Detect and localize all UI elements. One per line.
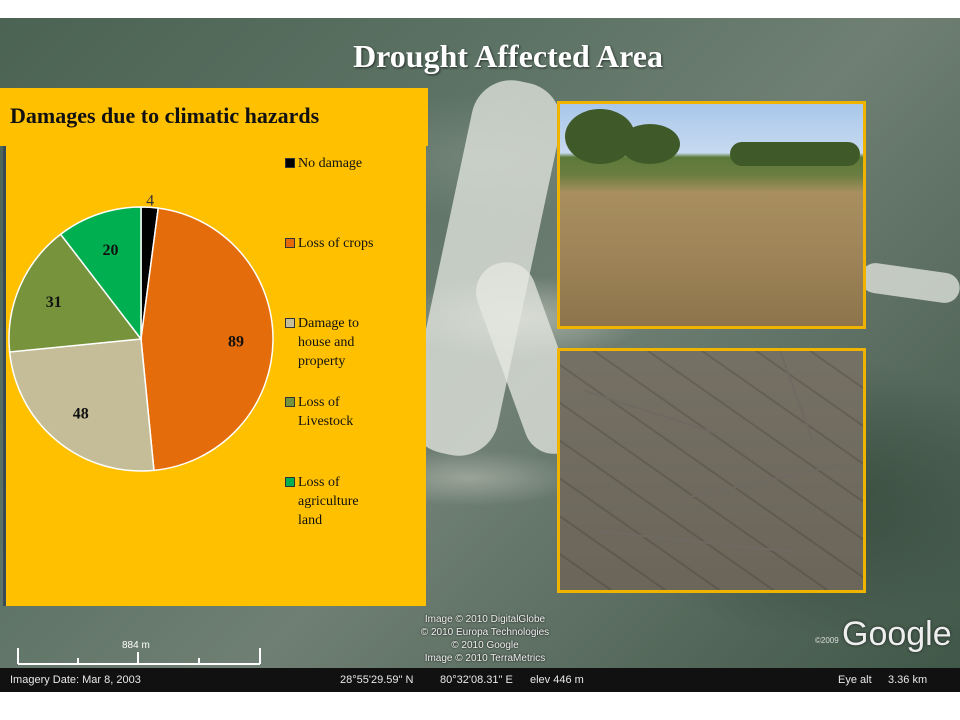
dry-field-photo xyxy=(557,101,866,329)
credit-line: © 2010 Europa Technologies xyxy=(420,627,550,638)
scale-label: 884 m xyxy=(122,640,150,651)
legend-label: Livestock xyxy=(298,414,354,429)
bottom-border xyxy=(0,692,960,720)
legend-swatch xyxy=(285,238,295,248)
chart-title: Damages due to climatic hazards xyxy=(10,103,320,128)
legend-swatch xyxy=(285,477,295,487)
credit-line: © 2010 Google xyxy=(451,640,519,651)
legend-label: land xyxy=(298,513,323,528)
pie-data-label: 89 xyxy=(228,334,244,351)
pie-data-label: 48 xyxy=(73,405,89,422)
legend-item: Loss of Livestock xyxy=(285,393,354,431)
top-border xyxy=(0,0,960,18)
slide-title: Drought Affected Area xyxy=(353,38,663,74)
legend-item: Damage to house and property xyxy=(285,314,360,371)
legend-label: Loss of xyxy=(298,395,340,410)
pie-slice-loss-of-livestock xyxy=(8,233,143,353)
pie-data-label: 4 xyxy=(146,192,154,209)
legend-label: Loss of crops xyxy=(298,236,374,251)
pie-slice-damage-to-house-and-property xyxy=(8,338,155,472)
legend-label: Damage to xyxy=(298,316,360,331)
scale-bar xyxy=(17,648,261,665)
eye-alt-label: Eye alt xyxy=(838,674,872,686)
pie-slice-loss-of-agriculture-land xyxy=(59,206,142,342)
eye-alt-value: 3.36 km xyxy=(888,674,928,686)
elevation-readout: elev 446 m xyxy=(530,674,584,686)
copyright-year: ©2009 xyxy=(815,636,839,645)
credit-line: Image © 2010 TerraMetrics xyxy=(424,653,546,664)
credit-line: Image © 2010 DigitalGlobe xyxy=(424,614,546,625)
longitude-readout: 80°32'08.31" E xyxy=(440,674,513,686)
legend-label: agriculture xyxy=(298,494,359,509)
legend-label: Loss of xyxy=(298,475,340,490)
cracked-soil-photo xyxy=(557,348,866,593)
legend-item: Loss of crops xyxy=(285,234,374,253)
legend-swatch xyxy=(285,397,295,407)
pie-data-label: 20 xyxy=(102,242,118,259)
map-status-bar: Imagery Date: Mar 8, 2003 28°55'29.59" N… xyxy=(0,668,960,692)
legend-label: house and xyxy=(298,335,355,350)
google-logo: Google xyxy=(842,615,952,653)
legend-swatch xyxy=(285,318,295,328)
legend-item: Loss of agriculture land xyxy=(285,473,359,530)
imagery-date: Imagery Date: Mar 8, 2003 xyxy=(10,674,141,686)
legend-item: No damage xyxy=(285,154,363,173)
pie-slice-loss-of-crops xyxy=(140,207,274,472)
chart-title-box xyxy=(0,88,428,146)
legend-label: No damage xyxy=(298,156,363,171)
legend-swatch xyxy=(285,158,295,168)
legend-label: property xyxy=(298,354,346,369)
latitude-readout: 28°55'29.59" N xyxy=(340,674,414,686)
map-credits: Image © 2010 DigitalGlobe © 2010 Europa … xyxy=(400,613,570,665)
pie-data-label: 31 xyxy=(46,294,62,311)
